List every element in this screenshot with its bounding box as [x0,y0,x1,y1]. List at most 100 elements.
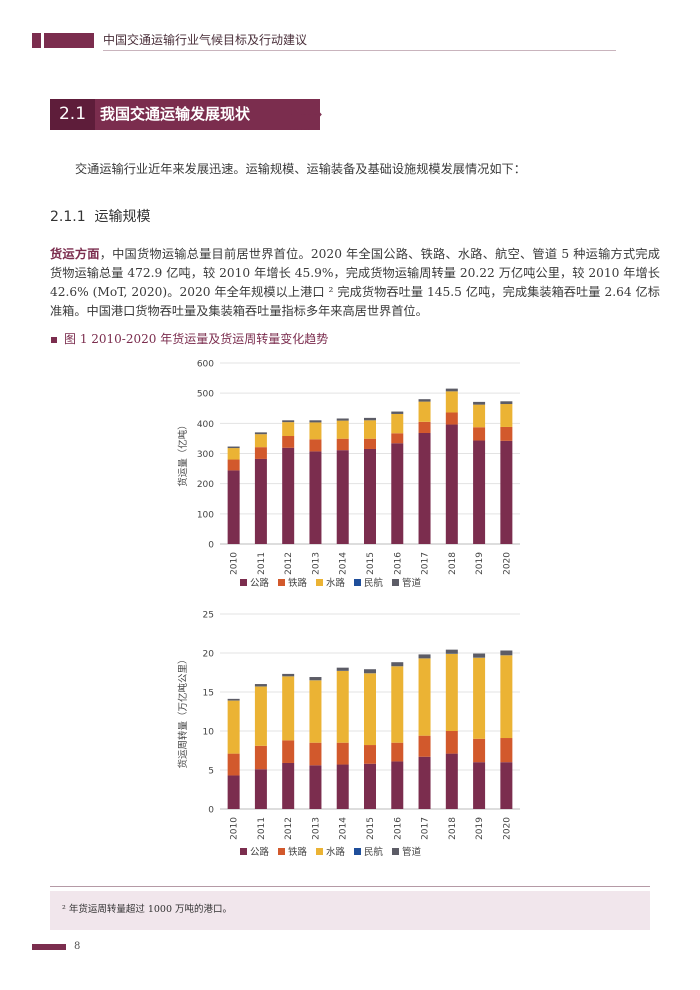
x-tick-label: 2016 [393,817,403,840]
y-tick-label: 5 [208,767,214,777]
bar-segment-公路 [391,443,404,544]
legend-swatch [316,579,323,586]
bar-segment-公路 [500,762,513,809]
legend-label: 管道 [402,846,422,858]
bar-segment-水路 [500,404,513,427]
bar-segment-管道 [364,417,376,421]
bar-segment-管道 [254,684,267,687]
figure-caption: 图 1 2010-2020 年货运量及货运周转量变化趋势 [64,332,329,346]
bar-segment-铁路 [336,438,349,451]
legend-swatch [392,848,399,855]
x-tick-label: 2017 [421,817,431,840]
bar-segment-管道 [336,667,349,671]
legend-label: 铁路 [288,846,308,858]
x-tick-label: 2019 [475,817,485,840]
x-tick-label: 2011 [257,817,267,840]
bar-segment-公路 [445,424,458,544]
bar-segment-公路 [418,756,431,809]
bar-segment-铁路 [309,742,322,766]
y-tick-label: 10 [203,728,215,738]
bar-segment-公路 [418,432,431,544]
bar-segment-铁路 [309,439,322,452]
x-tick-label: 2013 [311,817,321,840]
bar-segment-公路 [445,753,458,809]
y-tick-label: 600 [197,360,214,370]
bar-segment-铁路 [473,738,486,763]
bar-segment-水路 [364,420,376,439]
bar-segment-水路 [500,655,513,739]
legend-label: 管道 [402,577,422,589]
running-header-title: 中国交通运输行业气候目标及行动建议 [103,33,308,47]
bar-segment-水路 [309,422,322,440]
bar-segment-公路 [309,765,322,809]
legend-label: 水路 [326,846,346,858]
bar-segment-水路 [336,420,349,439]
bar-segment-公路 [473,762,486,809]
bar-segment-管道 [418,654,431,659]
legend-label: 民航 [364,577,384,589]
bar-segment-水路 [445,391,458,413]
y-tick-label: 0 [208,806,214,816]
x-tick-label: 2010 [230,552,240,575]
bar-segment-铁路 [282,436,295,448]
bar-segment-铁路 [364,745,376,764]
bar-segment-水路 [391,413,404,434]
x-tick-label: 2019 [475,552,485,575]
bar-segment-铁路 [227,459,240,471]
bar-segment-水路 [473,404,486,428]
y-axis-label: 货运周转量（万亿吨公里） [177,654,189,768]
chevron-decoration-icon [278,99,322,130]
bar-segment-公路 [282,447,295,544]
bar-segment-公路 [364,763,376,809]
bar-segment-公路 [254,769,267,809]
bar-segment-水路 [418,658,431,736]
bar-segment-管道 [500,401,513,405]
section-number: 2.1 [50,99,95,130]
subsection-title: 运输规模 [94,209,151,225]
bar-segment-公路 [500,440,513,544]
x-tick-label: 2015 [366,817,376,840]
bar-segment-管道 [282,420,295,423]
bar-segment-水路 [418,401,431,422]
page-number: 8 [74,941,81,952]
freight-body: ，中国货物运输总量目前居世界首位。2020 年全国公路、铁路、水路、航空、管道 … [50,247,660,318]
legend-label: 公路 [250,577,270,589]
bar-segment-管道 [309,677,322,681]
bar-segment-铁路 [418,735,431,757]
bar-segment-水路 [391,666,404,743]
legend-label: 民航 [364,846,384,858]
bar-segment-管道 [391,662,404,667]
x-tick-label: 2016 [393,552,403,575]
x-tick-label: 2017 [421,552,431,575]
legend-swatch [354,579,361,586]
y-tick-label: 100 [197,510,214,520]
freight-volume-chart: 0 100 200 300 400 500 600 货运量（亿吨） 2010 2011 2012 20… [177,360,520,589]
bar-segment-管道 [336,418,349,421]
bar-segment-管道 [473,653,486,658]
bar-segment-水路 [364,673,376,746]
y-tick-label: 0 [208,541,214,551]
x-tick-label: 2020 [502,552,512,575]
section-heading-bar [50,99,320,130]
bar-segment-水路 [282,422,295,437]
x-tick-label: 2011 [257,552,267,575]
bar-segment-水路 [445,653,458,731]
legend-label: 铁路 [288,577,308,589]
bar-segment-公路 [309,451,322,544]
bar-segment-铁路 [364,438,376,449]
footnote-box [50,891,650,930]
legend-swatch [354,848,361,855]
legend-label: 水路 [326,577,346,589]
bar-segment-公路 [227,470,240,544]
legend-swatch [240,848,247,855]
x-tick-label: 2015 [366,552,376,575]
bar-segment-铁路 [500,738,513,763]
bar-segment-公路 [391,761,404,809]
bar-segment-铁路 [336,742,349,765]
bar-segment-公路 [336,764,349,809]
bar-segment-铁路 [473,427,486,441]
bar-segment-水路 [254,686,267,746]
y-tick-label: 200 [197,480,214,490]
bar-segment-铁路 [391,742,404,762]
x-tick-label: 2018 [448,817,458,840]
